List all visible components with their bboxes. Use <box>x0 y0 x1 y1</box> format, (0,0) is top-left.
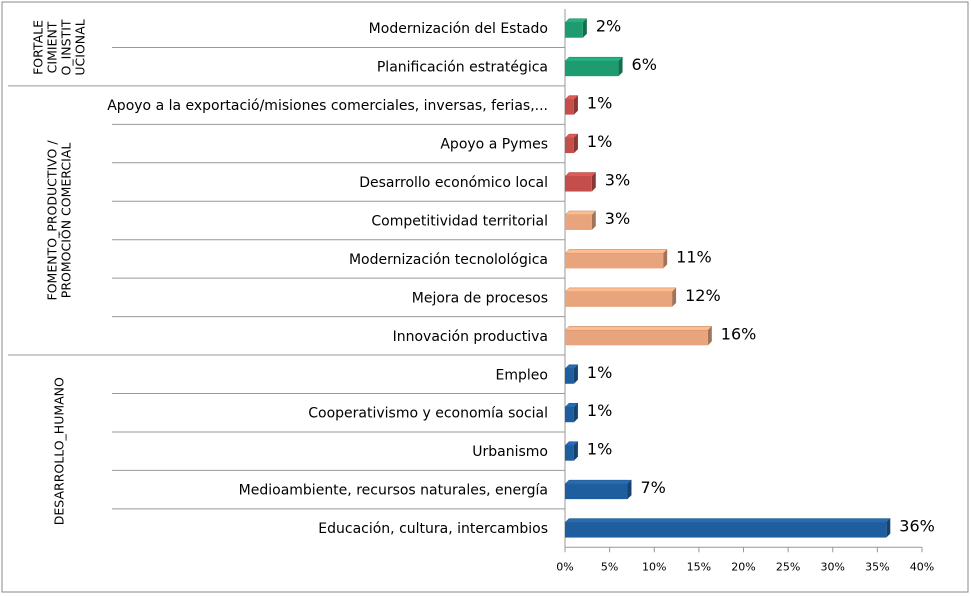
value-label: 1% <box>587 132 612 151</box>
value-label: 3% <box>605 209 630 228</box>
category-label: Apoyo a la exportació/misiones comercial… <box>107 98 548 114</box>
value-label: 1% <box>587 440 612 459</box>
bar <box>565 99 574 115</box>
group-label: O_INSTIT <box>59 19 74 75</box>
bar-side <box>573 441 578 461</box>
value-label: 1% <box>587 363 612 382</box>
x-tick-label: 40% <box>910 560 934 573</box>
bar <box>565 176 592 192</box>
category-label: Planificación estratégica <box>377 60 548 76</box>
category-label: Desarrollo económico local <box>359 175 548 191</box>
category-label: Modernización del Estado <box>369 21 548 37</box>
bar <box>565 330 708 346</box>
group-label: FOMENTO_PRODUCTIVO / <box>45 140 60 301</box>
bar-top <box>564 287 677 293</box>
x-tick-label: 25% <box>776 560 800 573</box>
category-label: Innovación productiva <box>393 329 548 345</box>
bar <box>565 61 619 77</box>
x-tick-label: 10% <box>642 560 666 573</box>
group-label: PROMOCIÓN COMERCIAL <box>59 143 74 299</box>
x-tick-label: 35% <box>865 560 889 573</box>
value-label: 36% <box>899 517 935 536</box>
bar-top <box>564 326 713 331</box>
bar <box>565 368 574 384</box>
bar <box>565 407 574 423</box>
bar-side <box>573 364 578 384</box>
category-label: Modernización tecnolológica <box>349 252 548 268</box>
x-tick-label: 30% <box>821 560 845 573</box>
group-label: CIMIENT <box>45 21 60 73</box>
bar-side <box>672 287 677 307</box>
value-label: 7% <box>640 478 665 497</box>
bar <box>565 445 574 461</box>
category-label: Empleo <box>496 367 548 383</box>
category-label: Mejora de procesos <box>412 290 548 306</box>
value-label: 11% <box>676 247 712 266</box>
group-label: FORTALE <box>31 20 46 75</box>
bar <box>565 214 592 230</box>
group-label: DESARROLLO_HUMANO <box>52 377 67 525</box>
category-label: Urbanismo <box>472 444 548 460</box>
bar <box>565 484 628 500</box>
bar-side <box>591 210 596 230</box>
value-label: 1% <box>587 94 612 113</box>
bar-side <box>663 249 668 269</box>
bar <box>565 22 583 38</box>
bar-side <box>573 403 578 423</box>
bar <box>565 138 574 154</box>
value-label: 1% <box>587 401 612 420</box>
bar <box>565 291 673 307</box>
bar-top <box>564 479 633 485</box>
category-label: Competitividad territorial <box>371 213 548 229</box>
bar-top <box>564 172 597 177</box>
value-label: 16% <box>721 324 757 343</box>
bar-side <box>582 18 587 38</box>
x-tick-label: 5% <box>601 560 618 573</box>
bar-side <box>591 172 596 192</box>
category-label: Cooperativismo y economía social <box>308 406 548 422</box>
bar-top <box>564 249 668 254</box>
bar-side <box>627 480 632 500</box>
category-label: Apoyo a Pymes <box>440 137 548 153</box>
value-label: 2% <box>596 17 621 36</box>
bar-top <box>564 210 597 216</box>
bar-side <box>573 95 578 115</box>
bar-side <box>573 134 578 154</box>
value-label: 6% <box>632 55 657 74</box>
bar-side <box>707 326 712 346</box>
value-label: 12% <box>685 286 721 305</box>
category-label: Educación, cultura, intercambios <box>318 521 548 537</box>
category-label: Medioambiente, recursos naturales, energ… <box>239 483 548 499</box>
bar-top <box>564 518 891 523</box>
bar-side <box>886 518 891 538</box>
x-tick-label: 20% <box>731 560 755 573</box>
x-tick-label: 0% <box>556 560 573 573</box>
group-label: UCIONAL <box>73 19 88 75</box>
bar <box>565 253 664 269</box>
bar <box>565 522 887 538</box>
x-tick-label: 15% <box>687 560 711 573</box>
value-label: 3% <box>605 171 630 190</box>
bar-side <box>618 57 623 77</box>
bar-top <box>564 56 624 62</box>
